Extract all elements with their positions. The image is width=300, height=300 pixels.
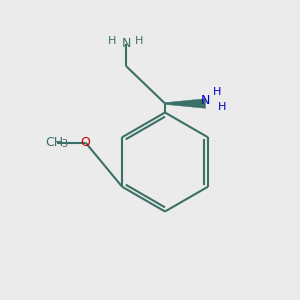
Text: N: N: [121, 37, 131, 50]
Text: H: H: [213, 87, 222, 97]
Text: N: N: [201, 94, 210, 107]
Text: 3: 3: [61, 139, 68, 149]
Text: O: O: [81, 136, 90, 149]
Text: H: H: [108, 35, 117, 46]
Text: H: H: [218, 101, 226, 112]
Text: H: H: [135, 35, 144, 46]
Polygon shape: [165, 99, 206, 108]
Text: CH: CH: [45, 136, 63, 149]
